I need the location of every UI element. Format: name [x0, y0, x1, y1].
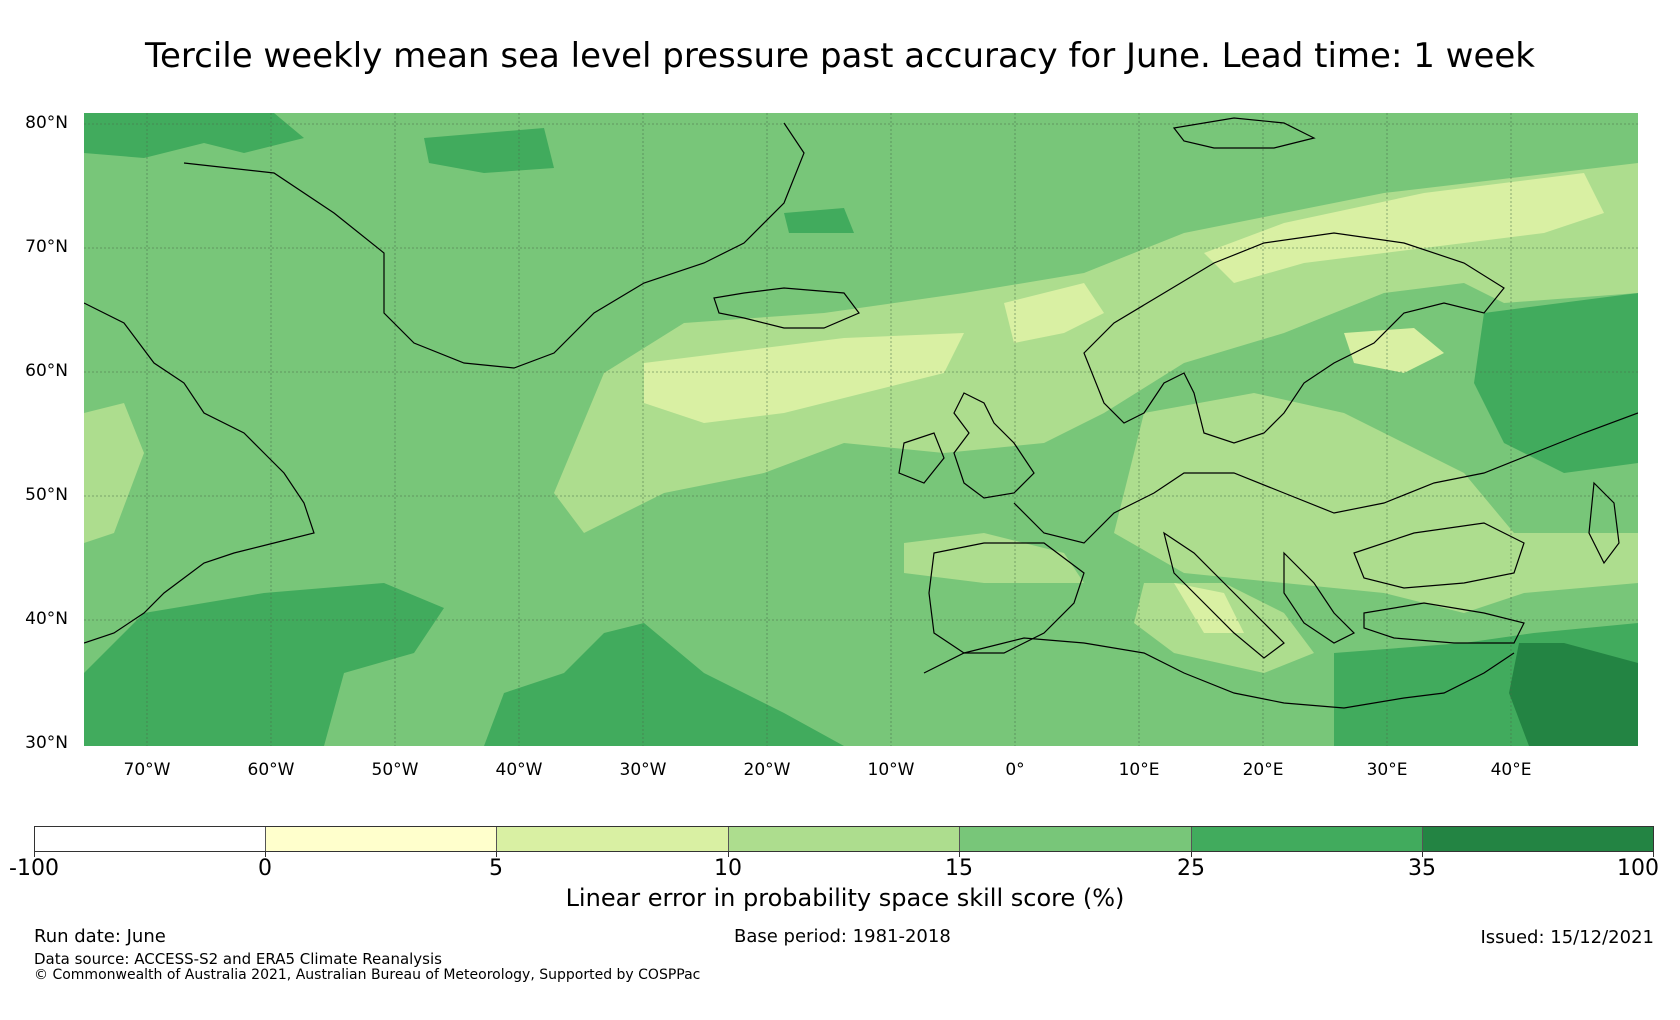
colorbar-tick-label: 100: [1617, 856, 1659, 881]
svalbard-coast: [1172, 117, 1316, 149]
colorbar-bin-neg100-0: [35, 827, 266, 851]
lon-label-10e: 10°E: [1118, 760, 1160, 780]
colorbar-bin-0-5: [266, 827, 497, 851]
colorbar-tick: [496, 852, 497, 857]
colorbar-tick: [728, 852, 729, 857]
low-skill-regions: [644, 173, 1604, 633]
lon-label-50w: 50°W: [371, 760, 419, 780]
copyright: © Commonwealth of Australia 2021, Austra…: [34, 967, 701, 983]
british-isles-coast: [953, 392, 1035, 499]
lat-label-40n: 40°N: [25, 609, 68, 629]
data-source: Data source: ACCESS-S2 and ERA5 Climate …: [34, 950, 442, 968]
graticule: [84, 113, 1638, 746]
colorbar-bin-35-100: [1423, 827, 1653, 851]
lon-label-20w: 20°W: [743, 760, 791, 780]
lat-label-30n: 30°N: [25, 733, 68, 753]
very-high-skill-region: [1509, 643, 1638, 746]
colorbar-tick: [1422, 852, 1423, 857]
map-title: Tercile weekly mean sea level pressure p…: [144, 36, 1535, 76]
colorbar-label: Linear error in probability space skill …: [565, 884, 1125, 912]
lat-label-60n: 60°N: [25, 361, 68, 381]
italy-coast: [1163, 531, 1285, 659]
iberia-coast: [928, 542, 1085, 654]
greenland-coast: [183, 122, 805, 369]
caspian-coast: [1588, 481, 1620, 565]
skill-score-map: [84, 113, 1638, 746]
lon-label-30w: 30°W: [619, 760, 667, 780]
colorbar-bin-5-10: [497, 827, 729, 851]
run-date: Run date: June: [34, 926, 166, 947]
lon-label-30e: 30°E: [1366, 760, 1408, 780]
colorbar-tick: [959, 852, 960, 857]
north-africa-coast: [923, 637, 1515, 709]
colorbar-tick: [1191, 852, 1192, 857]
lon-label-10w: 10°W: [867, 760, 915, 780]
balkans-coast: [1283, 551, 1356, 644]
colorbar-tick-label: -100: [9, 856, 59, 881]
black-sea-coast: [1353, 522, 1525, 589]
coastlines: [84, 117, 1638, 709]
issued-date: Issued: 15/12/2021: [1480, 927, 1654, 948]
colorbar-tick-label: 15: [945, 856, 973, 881]
colorbar-tick-label: 0: [258, 856, 272, 881]
colorbar-tick: [265, 852, 266, 857]
lat-label-70n: 70°N: [25, 237, 68, 257]
colorbar-bin-25-35: [1192, 827, 1423, 851]
colorbar-tick-label: 5: [489, 856, 503, 881]
ireland-coast: [898, 432, 945, 484]
colorbar-tick-label: 35: [1408, 856, 1436, 881]
iceland-coast: [713, 287, 860, 329]
lat-label-80n: 80°N: [25, 113, 68, 133]
labrador-coast: [84, 302, 315, 644]
colorbar-bin-10-15: [729, 827, 960, 851]
lon-label-40e: 40°E: [1490, 760, 1532, 780]
scandinavia-coast: [1083, 232, 1505, 444]
colorbar-tick-label: 25: [1177, 856, 1205, 881]
colorbar-tick: [1653, 852, 1654, 857]
europe-coast: [1013, 412, 1638, 544]
turkey-coast: [1363, 602, 1525, 644]
colorbar-tick: [34, 852, 35, 857]
lon-label-60w: 60°W: [247, 760, 295, 780]
lon-label-70w: 70°W: [123, 760, 171, 780]
colorbar-tick-label: 10: [714, 856, 742, 881]
lon-label-20e: 20°E: [1242, 760, 1284, 780]
colorbar-bin-15-25: [960, 827, 1192, 851]
colorbar: [34, 826, 1654, 852]
lat-label-50n: 50°N: [25, 485, 68, 505]
base-period: Base period: 1981-2018: [734, 926, 951, 947]
lon-label-40w: 40°W: [495, 760, 543, 780]
lon-label-0: 0°: [1005, 760, 1025, 780]
